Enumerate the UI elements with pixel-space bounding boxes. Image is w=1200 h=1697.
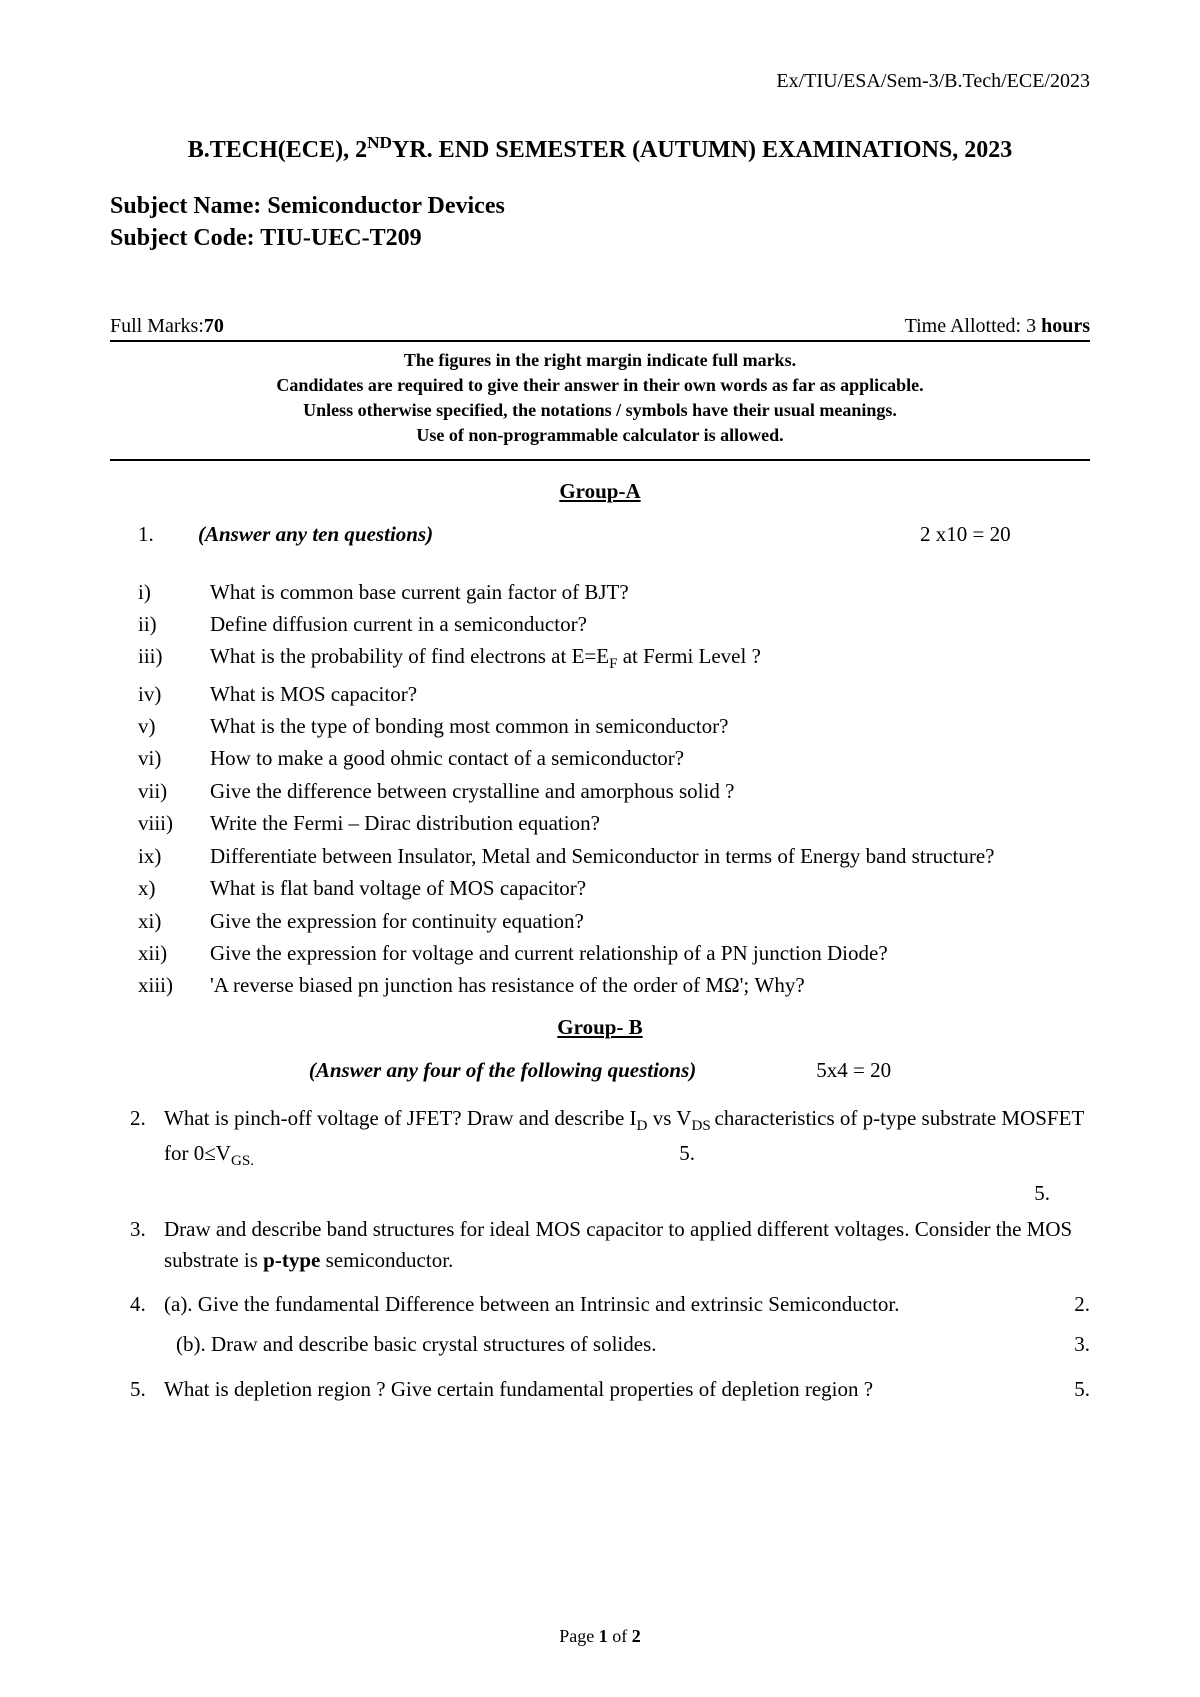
question-text: Give the difference between crystalline …	[210, 776, 1090, 806]
roman-numeral: ii)	[138, 609, 210, 639]
title-prefix: B.TECH(ECE), 2	[188, 137, 367, 163]
instruction-line: Use of non-programmable calculator is al…	[110, 423, 1090, 448]
answer-instruction: (Answer any four of the following questi…	[309, 1058, 696, 1083]
roman-numeral: iii)	[138, 641, 210, 676]
instructions-block: The figures in the right margin indicate…	[110, 342, 1090, 461]
list-item: x)What is flat band voltage of MOS capac…	[138, 873, 1090, 903]
instruction-line: The figures in the right margin indicate…	[110, 348, 1090, 373]
group-a-header: 1. (Answer any ten questions) 2 x10 = 20	[138, 522, 1090, 547]
group-b-header: (Answer any four of the following questi…	[110, 1058, 1090, 1083]
margin-mark: 3.	[1002, 1329, 1090, 1359]
roman-numeral: x)	[138, 873, 210, 903]
question-text: Draw and describe band structures for id…	[164, 1214, 1090, 1275]
group-a-list: i)What is common base current gain facto…	[138, 577, 1090, 1001]
list-item: iii)What is the probability of find elec…	[138, 641, 1090, 676]
list-item: vi)How to make a good ohmic contact of a…	[138, 743, 1090, 773]
question-text: What is the type of bonding most common …	[210, 711, 1090, 741]
list-item: ii)Define diffusion current in a semicon…	[138, 609, 1090, 639]
instruction-line: Unless otherwise specified, the notation…	[110, 398, 1090, 423]
subject-name-label: Subject Name:	[110, 193, 267, 219]
roman-numeral: xi)	[138, 906, 210, 936]
question-number: 4.	[130, 1289, 164, 1319]
marks-scheme: 5x4 = 20	[816, 1058, 891, 1083]
title-sup: ND	[367, 133, 392, 152]
list-item: vii)Give the difference between crystall…	[138, 776, 1090, 806]
inline-mark: 5.	[679, 1141, 695, 1165]
list-item: v)What is the type of bonding most commo…	[138, 711, 1090, 741]
question-text: Give the expression for continuity equat…	[210, 906, 1090, 936]
time-unit: hours	[1041, 315, 1090, 337]
question-text: (b). Draw and describe basic crystal str…	[164, 1329, 1002, 1359]
marks-time-row: Full Marks:70 Time Allotted: 3 hours	[110, 315, 1090, 342]
margin-mark: 2.	[1052, 1289, 1090, 1319]
question-5: 5. What is depletion region ? Give certa…	[130, 1374, 1090, 1404]
roman-numeral: ix)	[138, 841, 210, 871]
document-code: Ex/TIU/ESA/Sem-3/B.Tech/ECE/2023	[110, 70, 1090, 93]
marks-scheme: 2 x10 = 20	[920, 522, 1090, 547]
list-item: xiii)'A reverse biased pn junction has r…	[138, 970, 1090, 1000]
subject-name: Semiconductor Devices	[267, 193, 505, 219]
question-4b: (b). Draw and describe basic crystal str…	[130, 1329, 1090, 1359]
question-text: (a). Give the fundamental Difference bet…	[164, 1289, 1052, 1319]
question-text: What is depletion region ? Give certain …	[164, 1374, 1052, 1404]
exam-title: B.TECH(ECE), 2NDYR. END SEMESTER (AUTUMN…	[110, 133, 1090, 164]
question-2: 2. What is pinch-off voltage of JFET? Dr…	[130, 1103, 1090, 1173]
list-item: xi)Give the expression for continuity eq…	[138, 906, 1090, 936]
question-number: 5.	[130, 1374, 164, 1404]
subject-block: Subject Name: Semiconductor Devices Subj…	[110, 190, 1090, 255]
list-item: i)What is common base current gain facto…	[138, 577, 1090, 607]
question-number: 2.	[130, 1103, 164, 1173]
question-number	[130, 1329, 164, 1359]
question-text: How to make a good ohmic contact of a se…	[210, 743, 1090, 773]
question-4a: 4. (a). Give the fundamental Difference …	[130, 1289, 1090, 1319]
page-number: Page 1 of 2	[0, 1626, 1200, 1647]
roman-numeral: iv)	[138, 679, 210, 709]
roman-numeral: vii)	[138, 776, 210, 806]
roman-numeral: i)	[138, 577, 210, 607]
full-marks-value: 70	[204, 315, 224, 337]
list-item: viii)Write the Fermi – Dirac distributio…	[138, 808, 1090, 838]
instruction-line: Candidates are required to give their an…	[110, 373, 1090, 398]
subject-code: TIU-UEC-T209	[260, 225, 421, 251]
roman-numeral: xiii)	[138, 970, 210, 1000]
margin-mark: 5.	[1052, 1374, 1090, 1404]
roman-numeral: xii)	[138, 938, 210, 968]
question-text: What is flat band voltage of MOS capacit…	[210, 873, 1090, 903]
subject-code-label: Subject Code:	[110, 225, 260, 251]
time-label: Time Allotted: 3	[905, 315, 1042, 337]
question-text: What is MOS capacitor?	[210, 679, 1090, 709]
answer-instruction: (Answer any ten questions)	[198, 522, 920, 547]
question-3: 3. Draw and describe band structures for…	[130, 1214, 1090, 1275]
question-text: What is the probability of find electron…	[210, 641, 1090, 676]
margin-mark: 5.	[110, 1181, 1050, 1206]
group-a-title: Group-A	[110, 479, 1090, 504]
list-item: ix) Differentiate between Insulator, Met…	[138, 841, 1090, 871]
full-marks-label: Full Marks:	[110, 315, 204, 337]
title-suffix: YR. END SEMESTER (AUTUMN) EXAMINATIONS, …	[392, 137, 1012, 163]
group-b-title: Group- B	[110, 1015, 1090, 1040]
roman-numeral: vi)	[138, 743, 210, 773]
roman-numeral: viii)	[138, 808, 210, 838]
question-text: Define diffusion current in a semiconduc…	[210, 609, 1090, 639]
question-text: Write the Fermi – Dirac distribution equ…	[210, 808, 1090, 838]
question-text: Differentiate between Insulator, Metal a…	[210, 841, 1090, 871]
question-number: 1.	[138, 522, 198, 547]
list-item: xii)Give the expression for voltage and …	[138, 938, 1090, 968]
list-item: iv)What is MOS capacitor?	[138, 679, 1090, 709]
question-text: What is common base current gain factor …	[210, 577, 1090, 607]
question-number: 3.	[130, 1214, 164, 1275]
roman-numeral: v)	[138, 711, 210, 741]
question-text: 'A reverse biased pn junction has resist…	[210, 970, 1090, 1000]
question-text: What is pinch-off voltage of JFET? Draw …	[164, 1103, 1090, 1173]
question-text: Give the expression for voltage and curr…	[210, 938, 1090, 968]
